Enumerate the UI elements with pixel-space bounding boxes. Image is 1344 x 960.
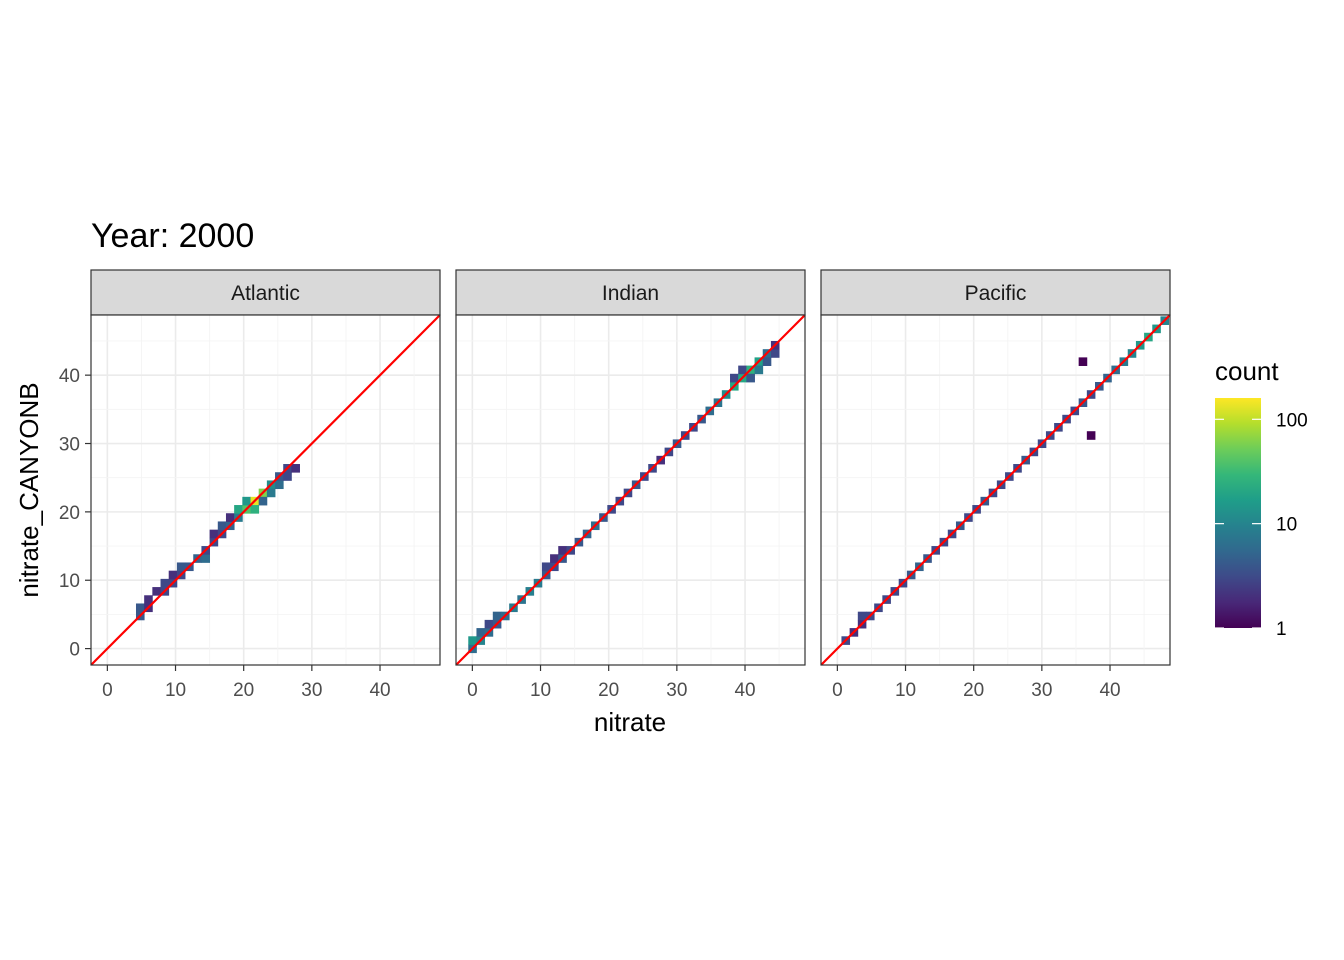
heatmap-bin bbox=[144, 595, 153, 604]
heatmap-bin bbox=[266, 488, 276, 498]
panel-border bbox=[90, 314, 441, 666]
heatmap-bin bbox=[468, 636, 477, 645]
facet-strip-label: Indian bbox=[602, 282, 659, 305]
heatmap-bin bbox=[283, 472, 292, 481]
x-tick-label: 20 bbox=[598, 680, 619, 701]
heatmap-bin bbox=[738, 365, 747, 375]
facet-strip bbox=[90, 269, 441, 316]
heatmap-bin bbox=[275, 480, 284, 490]
heatmap-bin bbox=[160, 578, 170, 588]
heatmap-bin bbox=[541, 562, 551, 572]
heatmap-bin bbox=[242, 496, 251, 506]
y-tick-label: 40 bbox=[59, 366, 80, 387]
panel-pacific: Pacific 0 10 20 30 40 bbox=[820, 267, 1219, 701]
heatmap-bin bbox=[1078, 357, 1088, 366]
heatmap-bin bbox=[492, 611, 502, 621]
heatmap-bin bbox=[152, 587, 161, 596]
chart-title: Year: 2000 bbox=[91, 217, 254, 255]
heatmap-bin bbox=[258, 496, 268, 506]
identity-reference-line bbox=[821, 315, 1170, 665]
x-tick-label: 20 bbox=[233, 680, 254, 701]
heatmap-bin bbox=[550, 554, 559, 563]
x-axis-title: nitrate bbox=[594, 707, 666, 737]
heatmap-bin bbox=[476, 628, 486, 637]
x-tick-label: 40 bbox=[1099, 680, 1120, 701]
legend-ticks: 1 10 100 bbox=[1215, 410, 1308, 640]
legend-colorbar bbox=[1215, 398, 1261, 628]
y-tick-label: 10 bbox=[59, 571, 80, 592]
y-tick-label: 30 bbox=[59, 435, 80, 456]
heatmap-bin bbox=[234, 505, 243, 514]
heatmap-bin bbox=[201, 554, 211, 563]
identity-reference-line bbox=[91, 315, 440, 665]
heatmap-bin bbox=[558, 546, 567, 555]
heatmap-bin bbox=[857, 611, 867, 621]
y-tick-label: 0 bbox=[69, 640, 80, 661]
grid-lines bbox=[821, 315, 1170, 665]
panel-atlantic: Atlantic 0 10 20 30 40 0 10 20 30 40 bbox=[59, 269, 441, 701]
x-tick-label: 0 bbox=[102, 680, 113, 701]
x-tick-label: 0 bbox=[467, 680, 478, 701]
heatmap-bin bbox=[225, 513, 235, 522]
legend: count 1 10 100 bbox=[1215, 356, 1308, 640]
x-tick-label: 30 bbox=[1031, 680, 1052, 701]
heatmap-bin bbox=[250, 505, 260, 514]
heatmap-bin bbox=[1177, 300, 1186, 309]
x-tick-label: 30 bbox=[666, 680, 687, 701]
x-tick-label: 10 bbox=[165, 680, 186, 701]
heatmap-bin bbox=[209, 529, 219, 539]
legend-break-label: 10 bbox=[1276, 515, 1297, 536]
heatmap-bin bbox=[730, 373, 739, 383]
heatmap-bin bbox=[1185, 292, 1194, 301]
x-tick-label: 30 bbox=[301, 680, 322, 701]
x-tick-label: 0 bbox=[832, 680, 843, 701]
y-tick-label: 20 bbox=[59, 503, 80, 524]
panel-border bbox=[820, 314, 1171, 666]
heatmap-bin bbox=[1210, 267, 1219, 276]
facet-strip bbox=[455, 269, 806, 316]
heatmap-bin bbox=[1193, 284, 1202, 293]
facet-strip-label: Atlantic bbox=[231, 282, 300, 305]
x-tick-label: 10 bbox=[530, 680, 551, 701]
x-tick-label: 20 bbox=[963, 680, 984, 701]
legend-title: count bbox=[1215, 356, 1279, 386]
heatmap-bin bbox=[217, 521, 227, 531]
facet-strip-label: Pacific bbox=[965, 282, 1027, 305]
panel-border bbox=[455, 314, 806, 666]
y-axis-title: nitrate_CANYONB bbox=[14, 382, 44, 597]
heatmap-bin bbox=[176, 562, 186, 572]
heatmap-bin bbox=[1201, 275, 1210, 284]
panel-indian: Indian 0 10 20 30 40 bbox=[455, 269, 806, 701]
panels-group: Atlantic 0 10 20 30 40 0 10 20 30 40 Indian 0 10 20 30 4… bbox=[59, 267, 1219, 701]
heatmap-bin bbox=[168, 570, 178, 580]
x-tick-label: 40 bbox=[369, 680, 390, 701]
facet-strip bbox=[820, 269, 1171, 316]
x-tick-label: 40 bbox=[734, 680, 755, 701]
x-tick-label: 10 bbox=[895, 680, 916, 701]
heatmap-bin bbox=[754, 365, 764, 375]
heatmap-bin bbox=[484, 619, 494, 629]
legend-break-label: 1 bbox=[1276, 619, 1287, 640]
heatmap-bin bbox=[762, 357, 772, 366]
heatmap-bin bbox=[770, 349, 780, 358]
legend-break-label: 100 bbox=[1276, 410, 1308, 431]
heatmap-bin bbox=[746, 373, 755, 383]
heatmap-bin bbox=[135, 603, 145, 613]
heatmap-bin bbox=[1086, 431, 1096, 440]
heatmap-bin bbox=[291, 464, 300, 473]
identity-reference-line bbox=[456, 315, 805, 665]
